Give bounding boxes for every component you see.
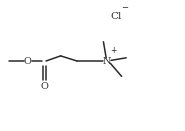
Text: O: O [40, 82, 48, 91]
Text: N: N [103, 56, 111, 66]
Text: +: + [110, 46, 117, 55]
Text: Cl: Cl [111, 12, 122, 21]
Text: −: − [121, 3, 128, 12]
Text: O: O [24, 56, 32, 66]
